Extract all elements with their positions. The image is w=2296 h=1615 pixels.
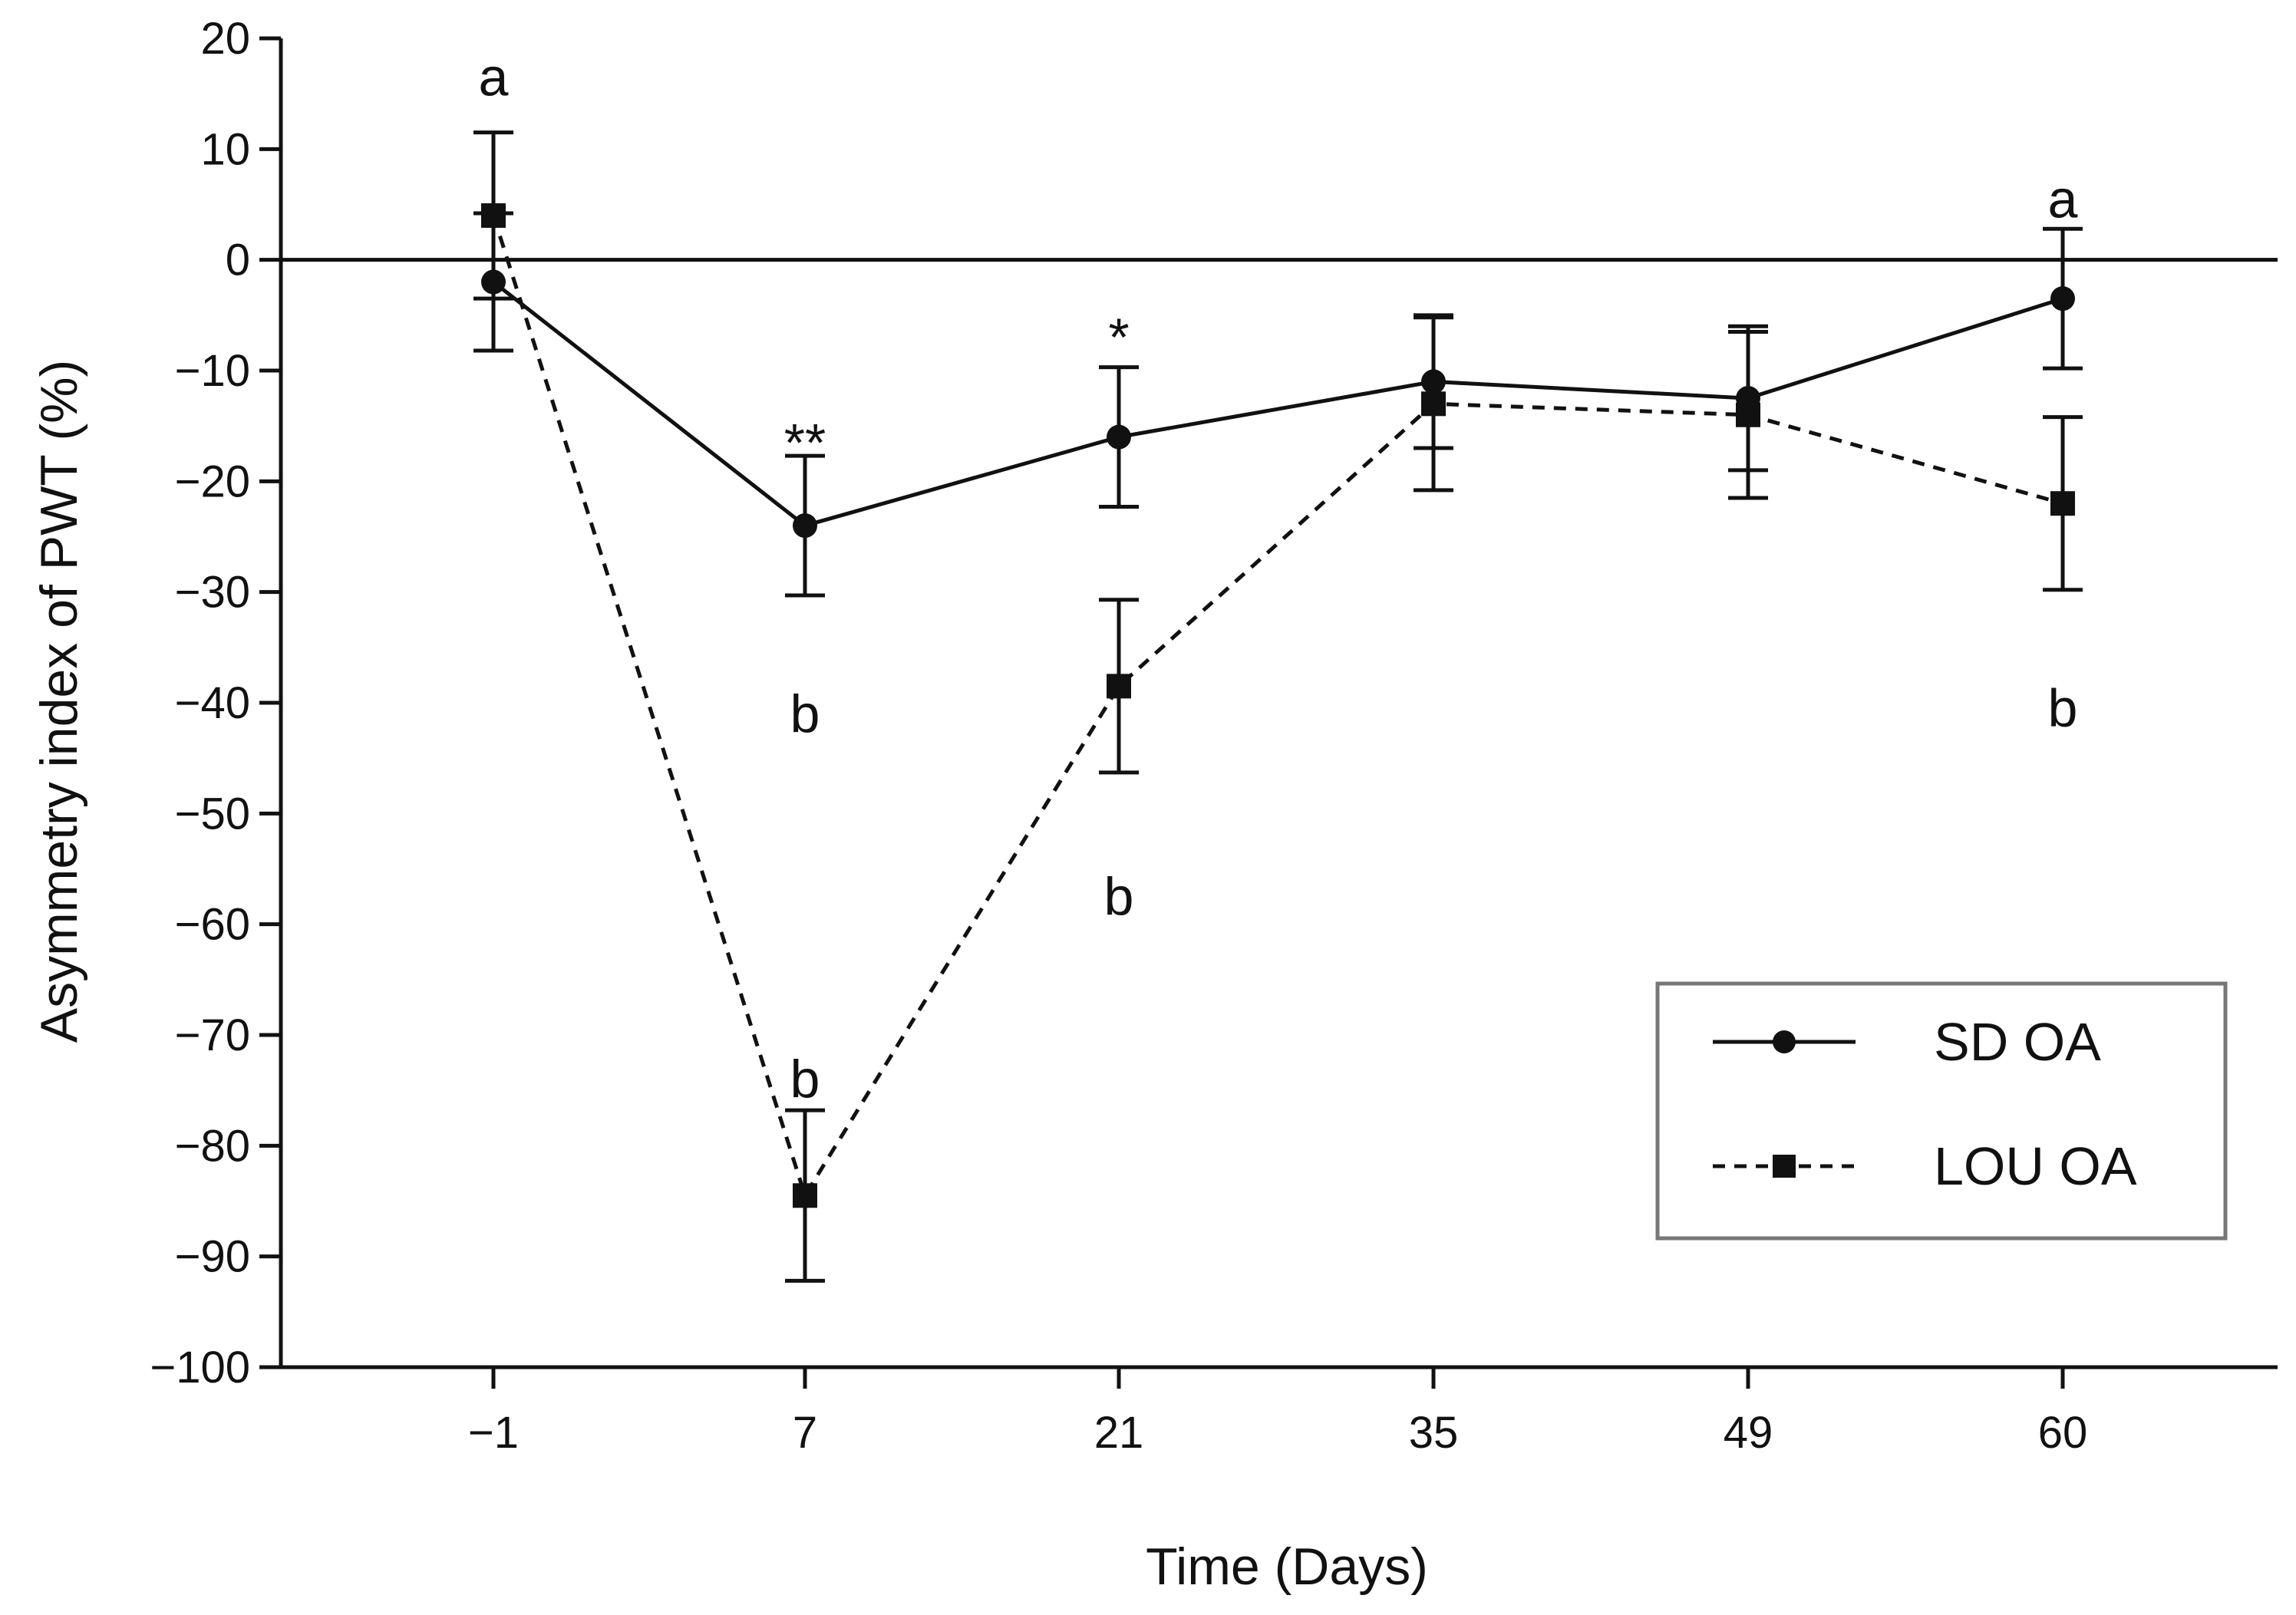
y-tick-label: −90 <box>175 1232 250 1282</box>
x-tick-label: 21 <box>1094 1408 1144 1458</box>
y-tick-label: −40 <box>175 678 250 728</box>
data-point-sd-oa <box>2050 286 2075 311</box>
y-tick-label: −30 <box>175 568 250 618</box>
y-axis-title: Asymmetry index of PWT (%) <box>30 360 88 1043</box>
x-tick-label: 35 <box>1409 1408 1459 1458</box>
significance-label: ** <box>784 413 826 473</box>
y-tick-label: −60 <box>175 900 250 950</box>
legend-label-sd-oa: SD OA <box>1934 1012 2101 1072</box>
legend-marker-lou-oa <box>1773 1155 1796 1178</box>
y-tick-label: 10 <box>200 124 250 174</box>
significance-label: b <box>790 1050 820 1109</box>
y-ticks: 20 10 0 −10 −20 −30 −40 −50 −60 −70 −80 −90 −100 <box>150 14 281 1393</box>
x-tick-label: 49 <box>1724 1408 1773 1458</box>
y-tick-label: −20 <box>175 456 250 506</box>
annotations: a ** b b * b a b <box>479 48 2078 1109</box>
data-point-sd-oa <box>1736 386 1760 411</box>
significance-label: a <box>479 48 509 107</box>
data-point-lou-oa <box>2050 491 2075 516</box>
y-tick-label: 0 <box>226 236 250 285</box>
y-tick-label: −80 <box>175 1121 250 1171</box>
data-point-sd-oa <box>1107 424 1131 450</box>
series-layer <box>473 130 2083 1283</box>
significance-label: b <box>790 684 820 743</box>
x-axis-title: Time (Days) <box>1146 1538 1428 1596</box>
y-tick-label: −50 <box>175 789 250 839</box>
data-point-lou-oa <box>1107 674 1131 699</box>
x-ticks: −1 7 21 35 49 60 <box>468 1367 2087 1458</box>
y-tick-label: −100 <box>150 1343 250 1393</box>
significance-label: b <box>2048 678 2078 738</box>
significance-label: * <box>1108 308 1129 367</box>
x-tick-label: 60 <box>2038 1408 2088 1458</box>
legend-box <box>1655 981 2228 1241</box>
significance-label: a <box>2048 169 2078 229</box>
y-tick-label: 20 <box>200 14 250 64</box>
legend: SD OA LOU OA <box>1655 981 2228 1241</box>
significance-label: b <box>1104 867 1134 927</box>
y-tick-label: −70 <box>175 1010 250 1060</box>
data-point-sd-oa <box>1421 369 1446 394</box>
x-tick-label: −1 <box>468 1408 519 1458</box>
x-tick-label: 7 <box>793 1408 817 1458</box>
data-point-sd-oa <box>481 269 506 295</box>
y-tick-label: −10 <box>175 346 250 396</box>
data-point-sd-oa <box>793 513 817 539</box>
series-line-sd-oa <box>492 280 2063 528</box>
data-point-lou-oa <box>793 1183 817 1208</box>
legend-marker-sd-oa <box>1773 1030 1796 1053</box>
series-sd-oa <box>473 211 2083 598</box>
legend-label-lou-oa: LOU OA <box>1934 1136 2137 1196</box>
series-line-lou-oa <box>491 215 2063 1201</box>
